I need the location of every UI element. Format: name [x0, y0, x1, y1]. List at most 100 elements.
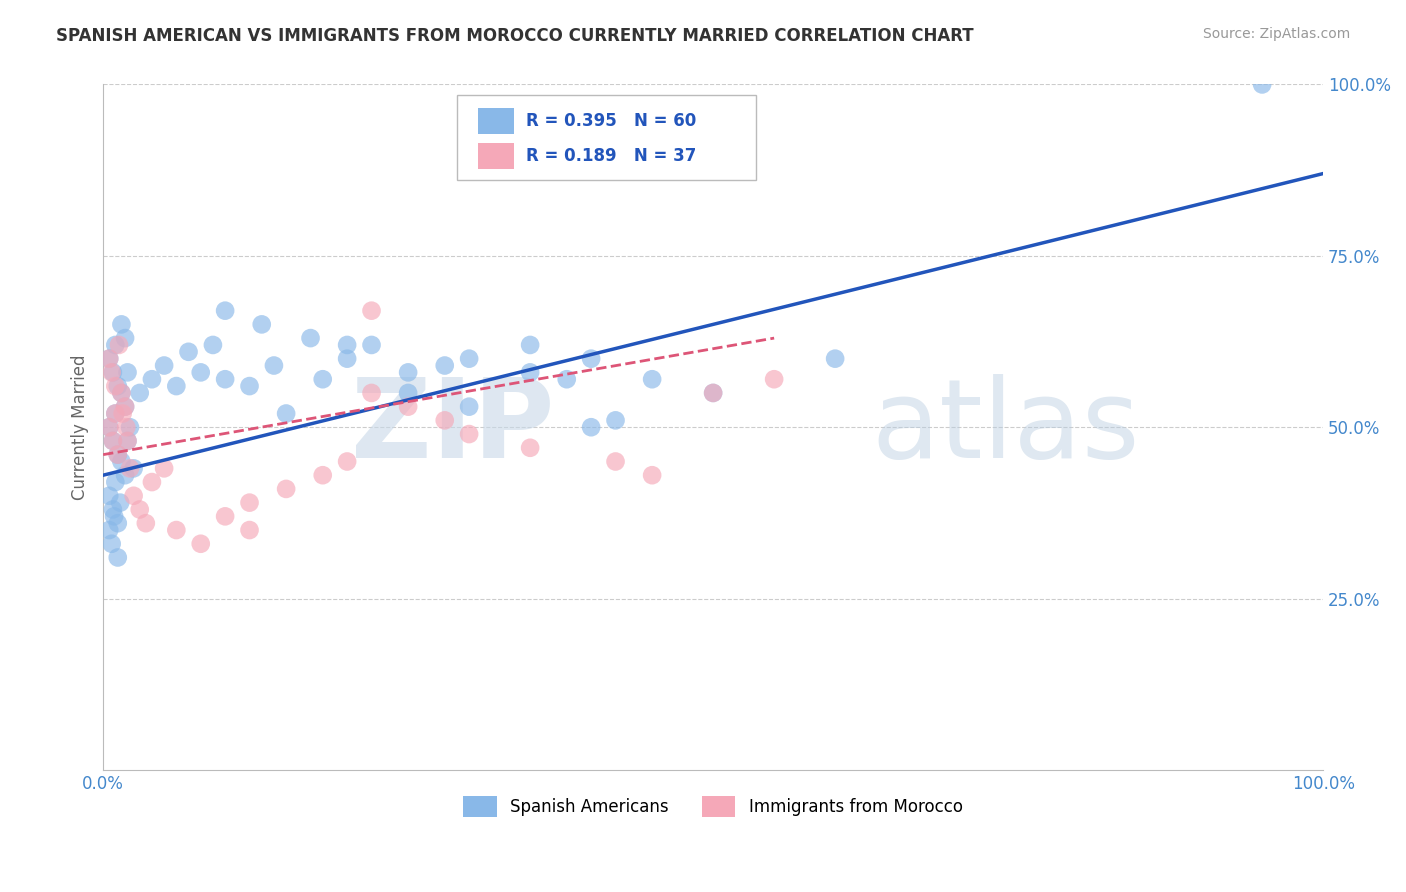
Point	[118, 461, 141, 475]
Point	[214, 509, 236, 524]
Point	[98, 489, 121, 503]
Point	[141, 372, 163, 386]
Point	[519, 365, 541, 379]
Point	[104, 475, 127, 489]
Point	[396, 365, 419, 379]
Point	[458, 400, 481, 414]
Point	[104, 379, 127, 393]
Point	[114, 468, 136, 483]
Point	[107, 448, 129, 462]
Point	[117, 434, 139, 448]
Point	[100, 537, 122, 551]
Bar	[478, 109, 515, 135]
Point	[360, 338, 382, 352]
Point	[98, 351, 121, 366]
Point	[98, 420, 121, 434]
Point	[605, 413, 627, 427]
Point	[360, 303, 382, 318]
Point	[360, 386, 382, 401]
Point	[312, 468, 335, 483]
Point	[433, 413, 456, 427]
Point	[214, 303, 236, 318]
Point	[122, 461, 145, 475]
Point	[165, 523, 187, 537]
Point	[396, 400, 419, 414]
Point	[641, 468, 664, 483]
Point	[153, 461, 176, 475]
Point	[238, 495, 260, 509]
Y-axis label: Currently Married: Currently Married	[72, 354, 89, 500]
Point	[201, 338, 224, 352]
Point	[312, 372, 335, 386]
Bar	[478, 143, 515, 169]
Point	[336, 454, 359, 468]
Point	[101, 434, 124, 448]
Point	[107, 516, 129, 531]
Point	[114, 400, 136, 414]
Point	[433, 359, 456, 373]
Point	[519, 441, 541, 455]
Point	[141, 475, 163, 489]
Point	[110, 386, 132, 401]
Point	[605, 454, 627, 468]
Point	[117, 365, 139, 379]
Point	[98, 420, 121, 434]
Point	[824, 351, 846, 366]
Point	[101, 434, 124, 448]
Point	[276, 482, 298, 496]
Point	[579, 420, 602, 434]
Point	[702, 386, 724, 401]
Point	[117, 434, 139, 448]
Point	[104, 338, 127, 352]
Point	[110, 318, 132, 332]
Text: Source: ZipAtlas.com: Source: ZipAtlas.com	[1202, 27, 1350, 41]
Point	[128, 386, 150, 401]
Point	[641, 372, 664, 386]
Legend: Spanish Americans, Immigrants from Morocco: Spanish Americans, Immigrants from Moroc…	[457, 789, 970, 823]
Point	[555, 372, 578, 386]
Point	[763, 372, 786, 386]
Point	[190, 365, 212, 379]
Point	[177, 344, 200, 359]
Point	[101, 365, 124, 379]
Point	[104, 407, 127, 421]
Point	[103, 509, 125, 524]
Text: SPANISH AMERICAN VS IMMIGRANTS FROM MOROCCO CURRENTLY MARRIED CORRELATION CHART: SPANISH AMERICAN VS IMMIGRANTS FROM MORO…	[56, 27, 974, 45]
Point	[190, 537, 212, 551]
Text: R = 0.189   N = 37: R = 0.189 N = 37	[526, 147, 697, 165]
Point	[98, 523, 121, 537]
Point	[110, 386, 132, 401]
Point	[98, 351, 121, 366]
Point	[396, 386, 419, 401]
Point	[115, 420, 138, 434]
Point	[458, 427, 481, 442]
Point	[114, 400, 136, 414]
Point	[165, 379, 187, 393]
Point	[263, 359, 285, 373]
Text: ZIP: ZIP	[352, 374, 554, 481]
Point	[238, 379, 260, 393]
Point	[250, 318, 273, 332]
Point	[107, 550, 129, 565]
Point	[519, 338, 541, 352]
Point	[128, 502, 150, 516]
Point	[107, 379, 129, 393]
Point	[579, 351, 602, 366]
Point	[104, 407, 127, 421]
Point	[214, 372, 236, 386]
FancyBboxPatch shape	[457, 95, 756, 180]
Point	[238, 523, 260, 537]
Text: R = 0.395   N = 60: R = 0.395 N = 60	[526, 112, 697, 130]
Point	[135, 516, 157, 531]
Point	[114, 331, 136, 345]
Point	[299, 331, 322, 345]
Point	[111, 407, 134, 421]
Point	[1251, 78, 1274, 92]
Text: atlas: atlas	[872, 374, 1140, 481]
Point	[122, 489, 145, 503]
Point	[107, 448, 129, 462]
Point	[336, 351, 359, 366]
Point	[336, 338, 359, 352]
Point	[100, 365, 122, 379]
Point	[108, 338, 131, 352]
